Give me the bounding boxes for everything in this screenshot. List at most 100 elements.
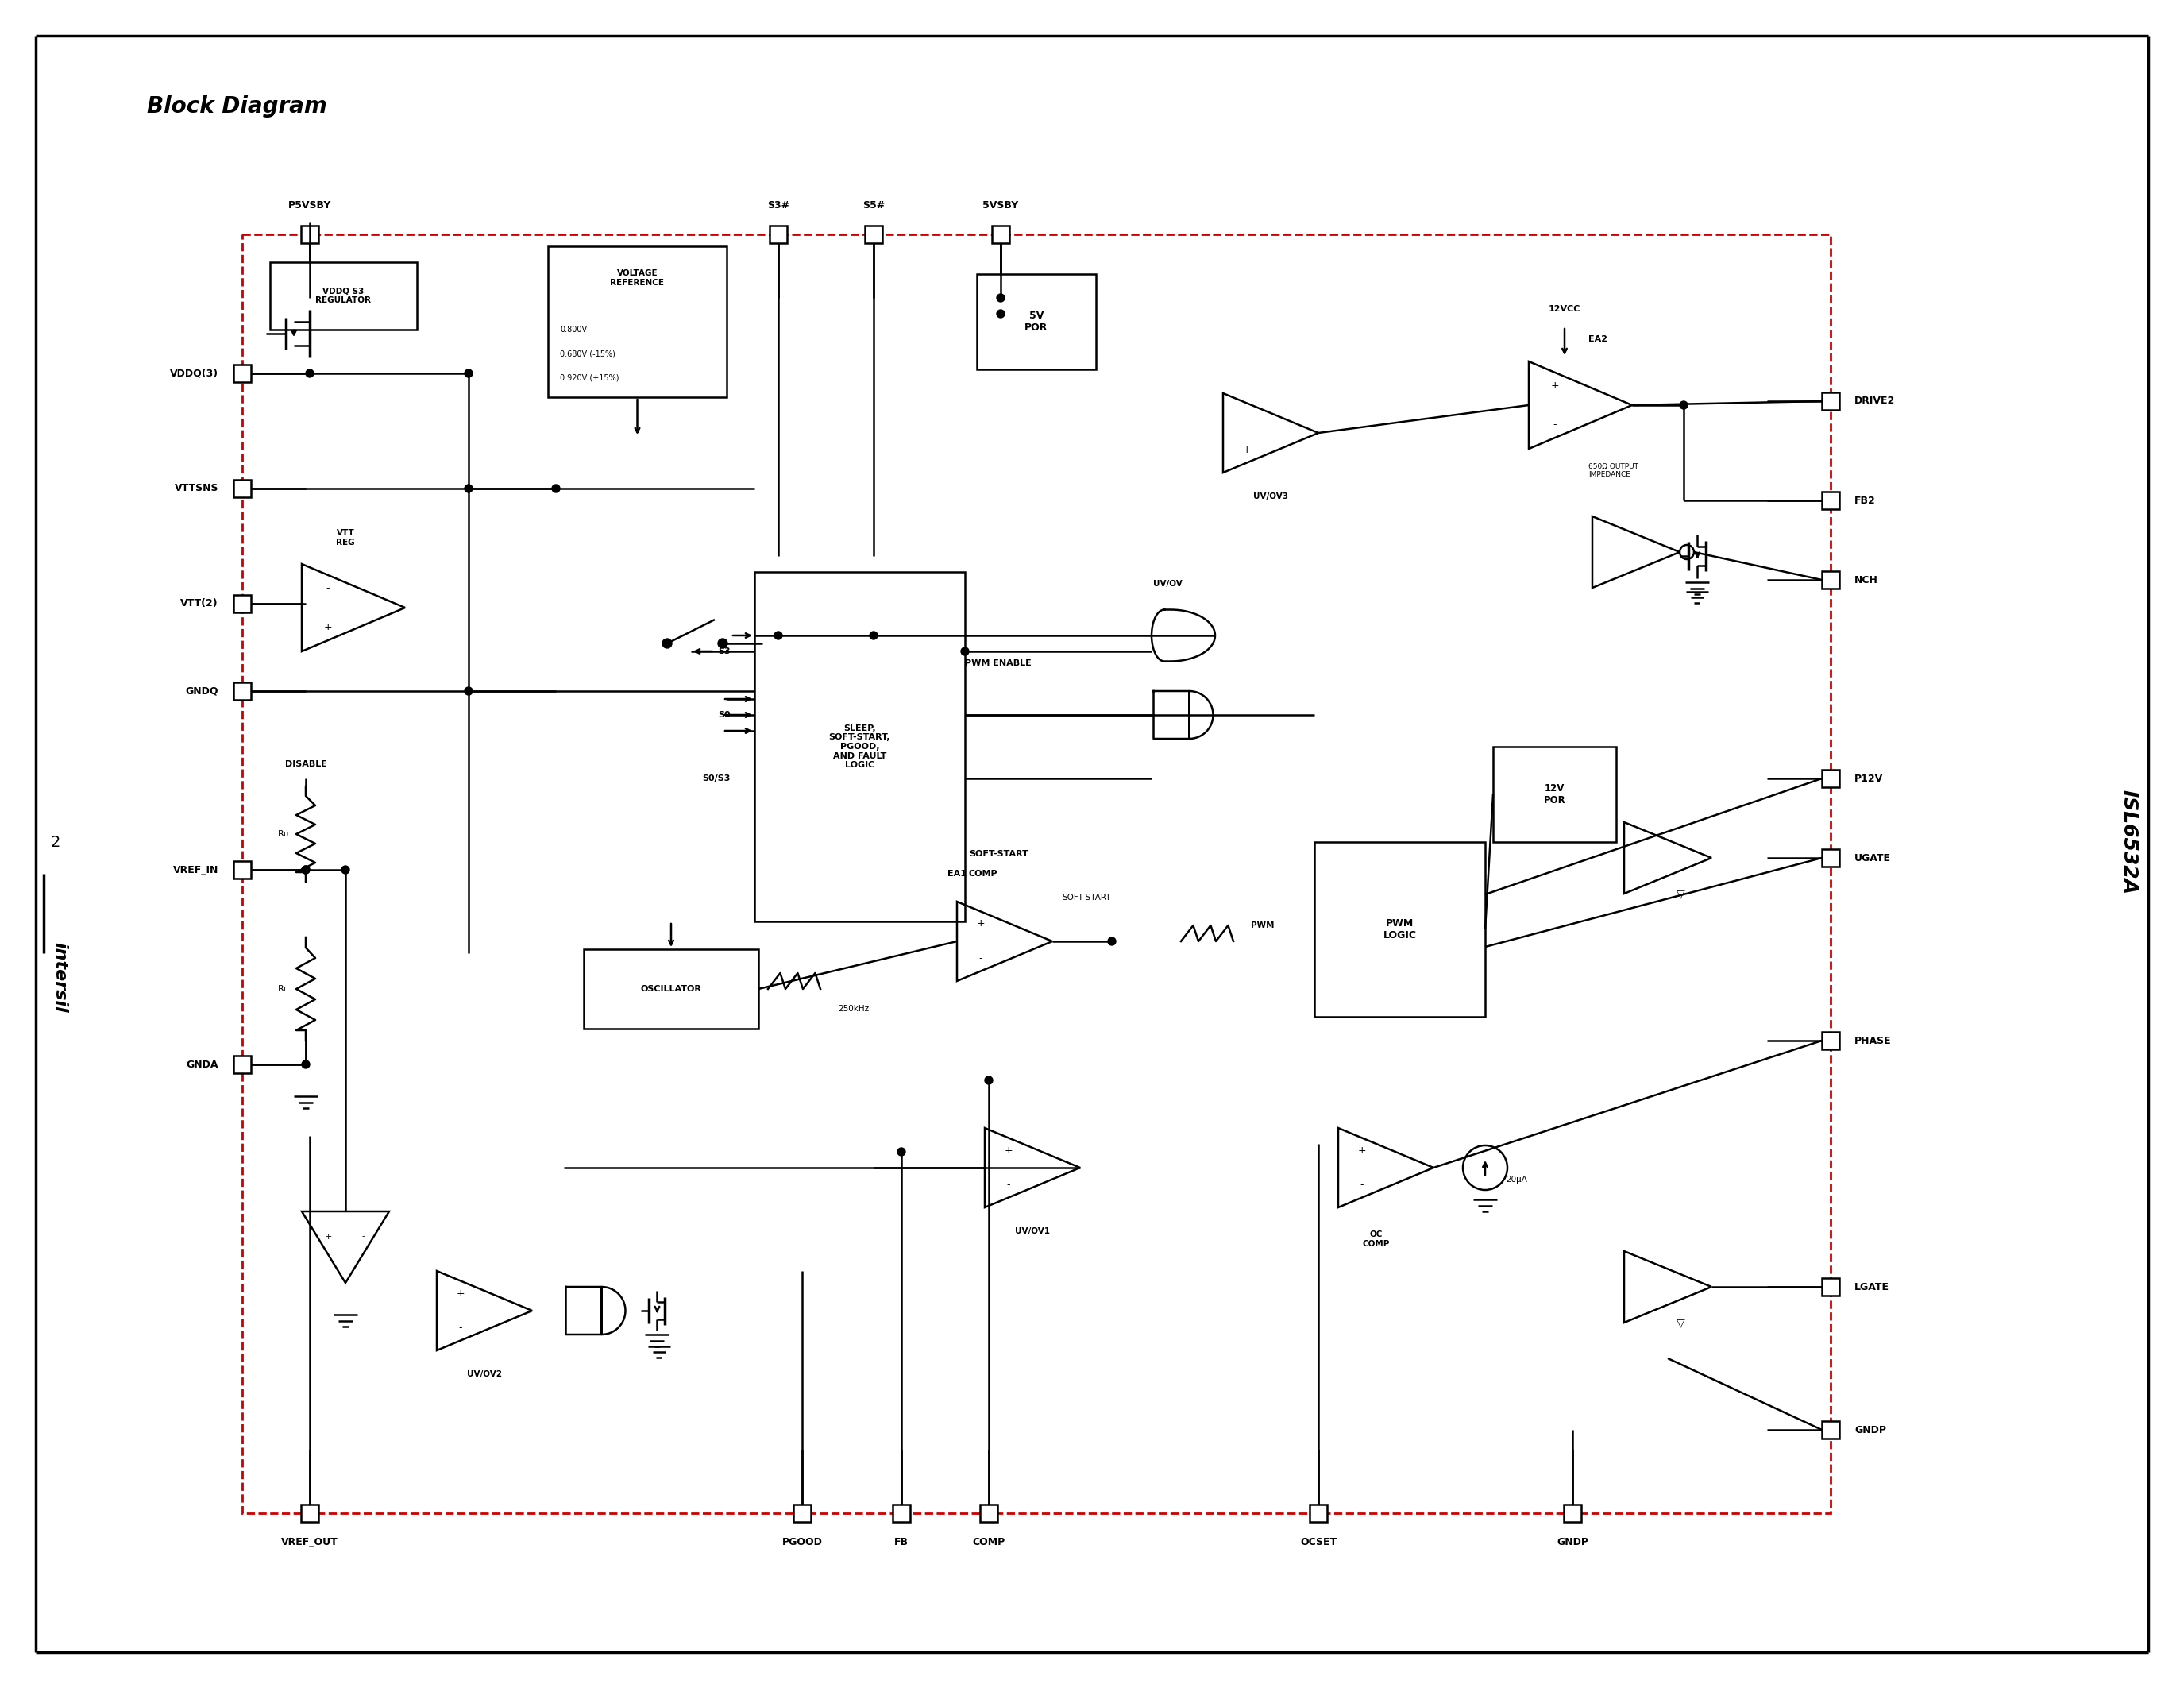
Bar — [769, 226, 786, 243]
Circle shape — [775, 631, 782, 640]
Bar — [548, 246, 727, 397]
Text: UV/OV: UV/OV — [1153, 581, 1182, 587]
Bar — [234, 365, 251, 381]
Text: GNDQ: GNDQ — [186, 685, 218, 695]
Bar — [1821, 571, 1839, 589]
Text: +: + — [1358, 1144, 1367, 1155]
Bar — [242, 235, 1830, 1512]
Text: +: + — [456, 1288, 465, 1298]
Bar — [234, 479, 251, 498]
Text: LGATE: LGATE — [1854, 1281, 1889, 1291]
Text: COMP: COMP — [970, 869, 998, 878]
Text: PWM ENABLE: PWM ENABLE — [965, 660, 1031, 667]
Text: PHASE: PHASE — [1854, 1035, 1891, 1047]
Text: 12V
POR: 12V POR — [1544, 783, 1566, 805]
Bar — [1315, 842, 1485, 1016]
Circle shape — [341, 866, 349, 874]
Circle shape — [465, 370, 472, 378]
Bar — [583, 949, 758, 1028]
Text: -: - — [1361, 1180, 1363, 1190]
Text: S3: S3 — [719, 648, 732, 655]
Text: -: - — [1553, 419, 1557, 429]
Text: +: + — [323, 621, 332, 631]
Text: SOFT-START: SOFT-START — [1061, 893, 1112, 901]
Text: SOFT-START: SOFT-START — [970, 851, 1029, 858]
Text: Block Diagram: Block Diagram — [146, 95, 328, 118]
Text: ▽: ▽ — [1677, 888, 1686, 900]
Bar — [234, 682, 251, 701]
Text: Rᴜ: Rᴜ — [277, 830, 288, 837]
Text: -: - — [1007, 1180, 1011, 1190]
Text: PGOOD: PGOOD — [782, 1538, 823, 1548]
Text: +: + — [1005, 1144, 1013, 1155]
Text: S3#: S3# — [767, 201, 788, 211]
Text: P5VSBY: P5VSBY — [288, 201, 332, 211]
Circle shape — [996, 294, 1005, 302]
Text: UGATE: UGATE — [1854, 852, 1891, 863]
Bar — [1821, 1031, 1839, 1050]
Circle shape — [1679, 402, 1688, 408]
Circle shape — [869, 631, 878, 640]
Bar — [1821, 770, 1839, 787]
Text: +: + — [323, 1232, 332, 1241]
Circle shape — [301, 1060, 310, 1069]
Text: UV/OV3: UV/OV3 — [1254, 493, 1289, 500]
Text: 0.800V: 0.800V — [559, 326, 587, 334]
Circle shape — [662, 638, 673, 648]
Text: 5V
POR: 5V POR — [1024, 311, 1048, 333]
Text: DISABLE: DISABLE — [284, 760, 328, 768]
Text: GNDA: GNDA — [186, 1060, 218, 1070]
Bar — [893, 1504, 911, 1523]
Text: VDDQ S3
REGULATOR: VDDQ S3 REGULATOR — [317, 287, 371, 304]
Text: +: + — [976, 918, 985, 928]
Text: UV/OV1: UV/OV1 — [1016, 1227, 1051, 1236]
Bar — [234, 861, 251, 878]
Bar — [271, 262, 417, 329]
Text: S5#: S5# — [863, 201, 885, 211]
Text: VDDQ(3): VDDQ(3) — [170, 368, 218, 378]
Text: 20μA: 20μA — [1507, 1175, 1527, 1183]
Text: 0.680V (-15%): 0.680V (-15%) — [559, 349, 616, 358]
Bar — [1821, 392, 1839, 410]
Text: +: + — [1243, 446, 1251, 456]
Text: ▽: ▽ — [1677, 1317, 1686, 1328]
Text: -: - — [1245, 410, 1249, 420]
Text: OCSET: OCSET — [1299, 1538, 1337, 1548]
Text: -: - — [325, 584, 330, 594]
Circle shape — [301, 866, 310, 874]
Text: GNDP: GNDP — [1557, 1538, 1588, 1548]
Text: COMP: COMP — [972, 1538, 1005, 1548]
Text: FB2: FB2 — [1854, 495, 1876, 506]
Circle shape — [996, 311, 1005, 317]
Circle shape — [553, 484, 559, 493]
Circle shape — [301, 866, 310, 874]
Text: GNDP: GNDP — [1854, 1425, 1887, 1435]
Text: P12V: P12V — [1854, 773, 1883, 783]
Bar — [1564, 1504, 1581, 1523]
Bar — [234, 1055, 251, 1074]
Bar — [1821, 849, 1839, 866]
Text: Rʟ: Rʟ — [277, 986, 288, 993]
Bar — [1821, 1278, 1839, 1296]
Text: 5VSBY: 5VSBY — [983, 201, 1018, 211]
Bar — [1310, 1504, 1328, 1523]
Text: -: - — [978, 954, 983, 964]
Bar — [301, 1504, 319, 1523]
Text: PWM
LOGIC: PWM LOGIC — [1382, 918, 1417, 940]
Text: VTTSNS: VTTSNS — [175, 483, 218, 493]
Polygon shape — [1153, 690, 1212, 739]
Text: 0.920V (+15%): 0.920V (+15%) — [559, 373, 618, 381]
Bar — [1494, 746, 1616, 842]
Bar — [981, 1504, 998, 1523]
Circle shape — [465, 687, 472, 695]
Text: -: - — [459, 1323, 463, 1334]
Text: VREF_IN: VREF_IN — [173, 864, 218, 874]
Bar — [753, 572, 965, 922]
Bar — [234, 594, 251, 613]
Text: VTT(2): VTT(2) — [181, 599, 218, 609]
Bar — [992, 226, 1009, 243]
Text: -: - — [360, 1232, 365, 1241]
Text: intersil: intersil — [52, 942, 68, 1013]
Bar — [793, 1504, 810, 1523]
Circle shape — [961, 648, 970, 655]
